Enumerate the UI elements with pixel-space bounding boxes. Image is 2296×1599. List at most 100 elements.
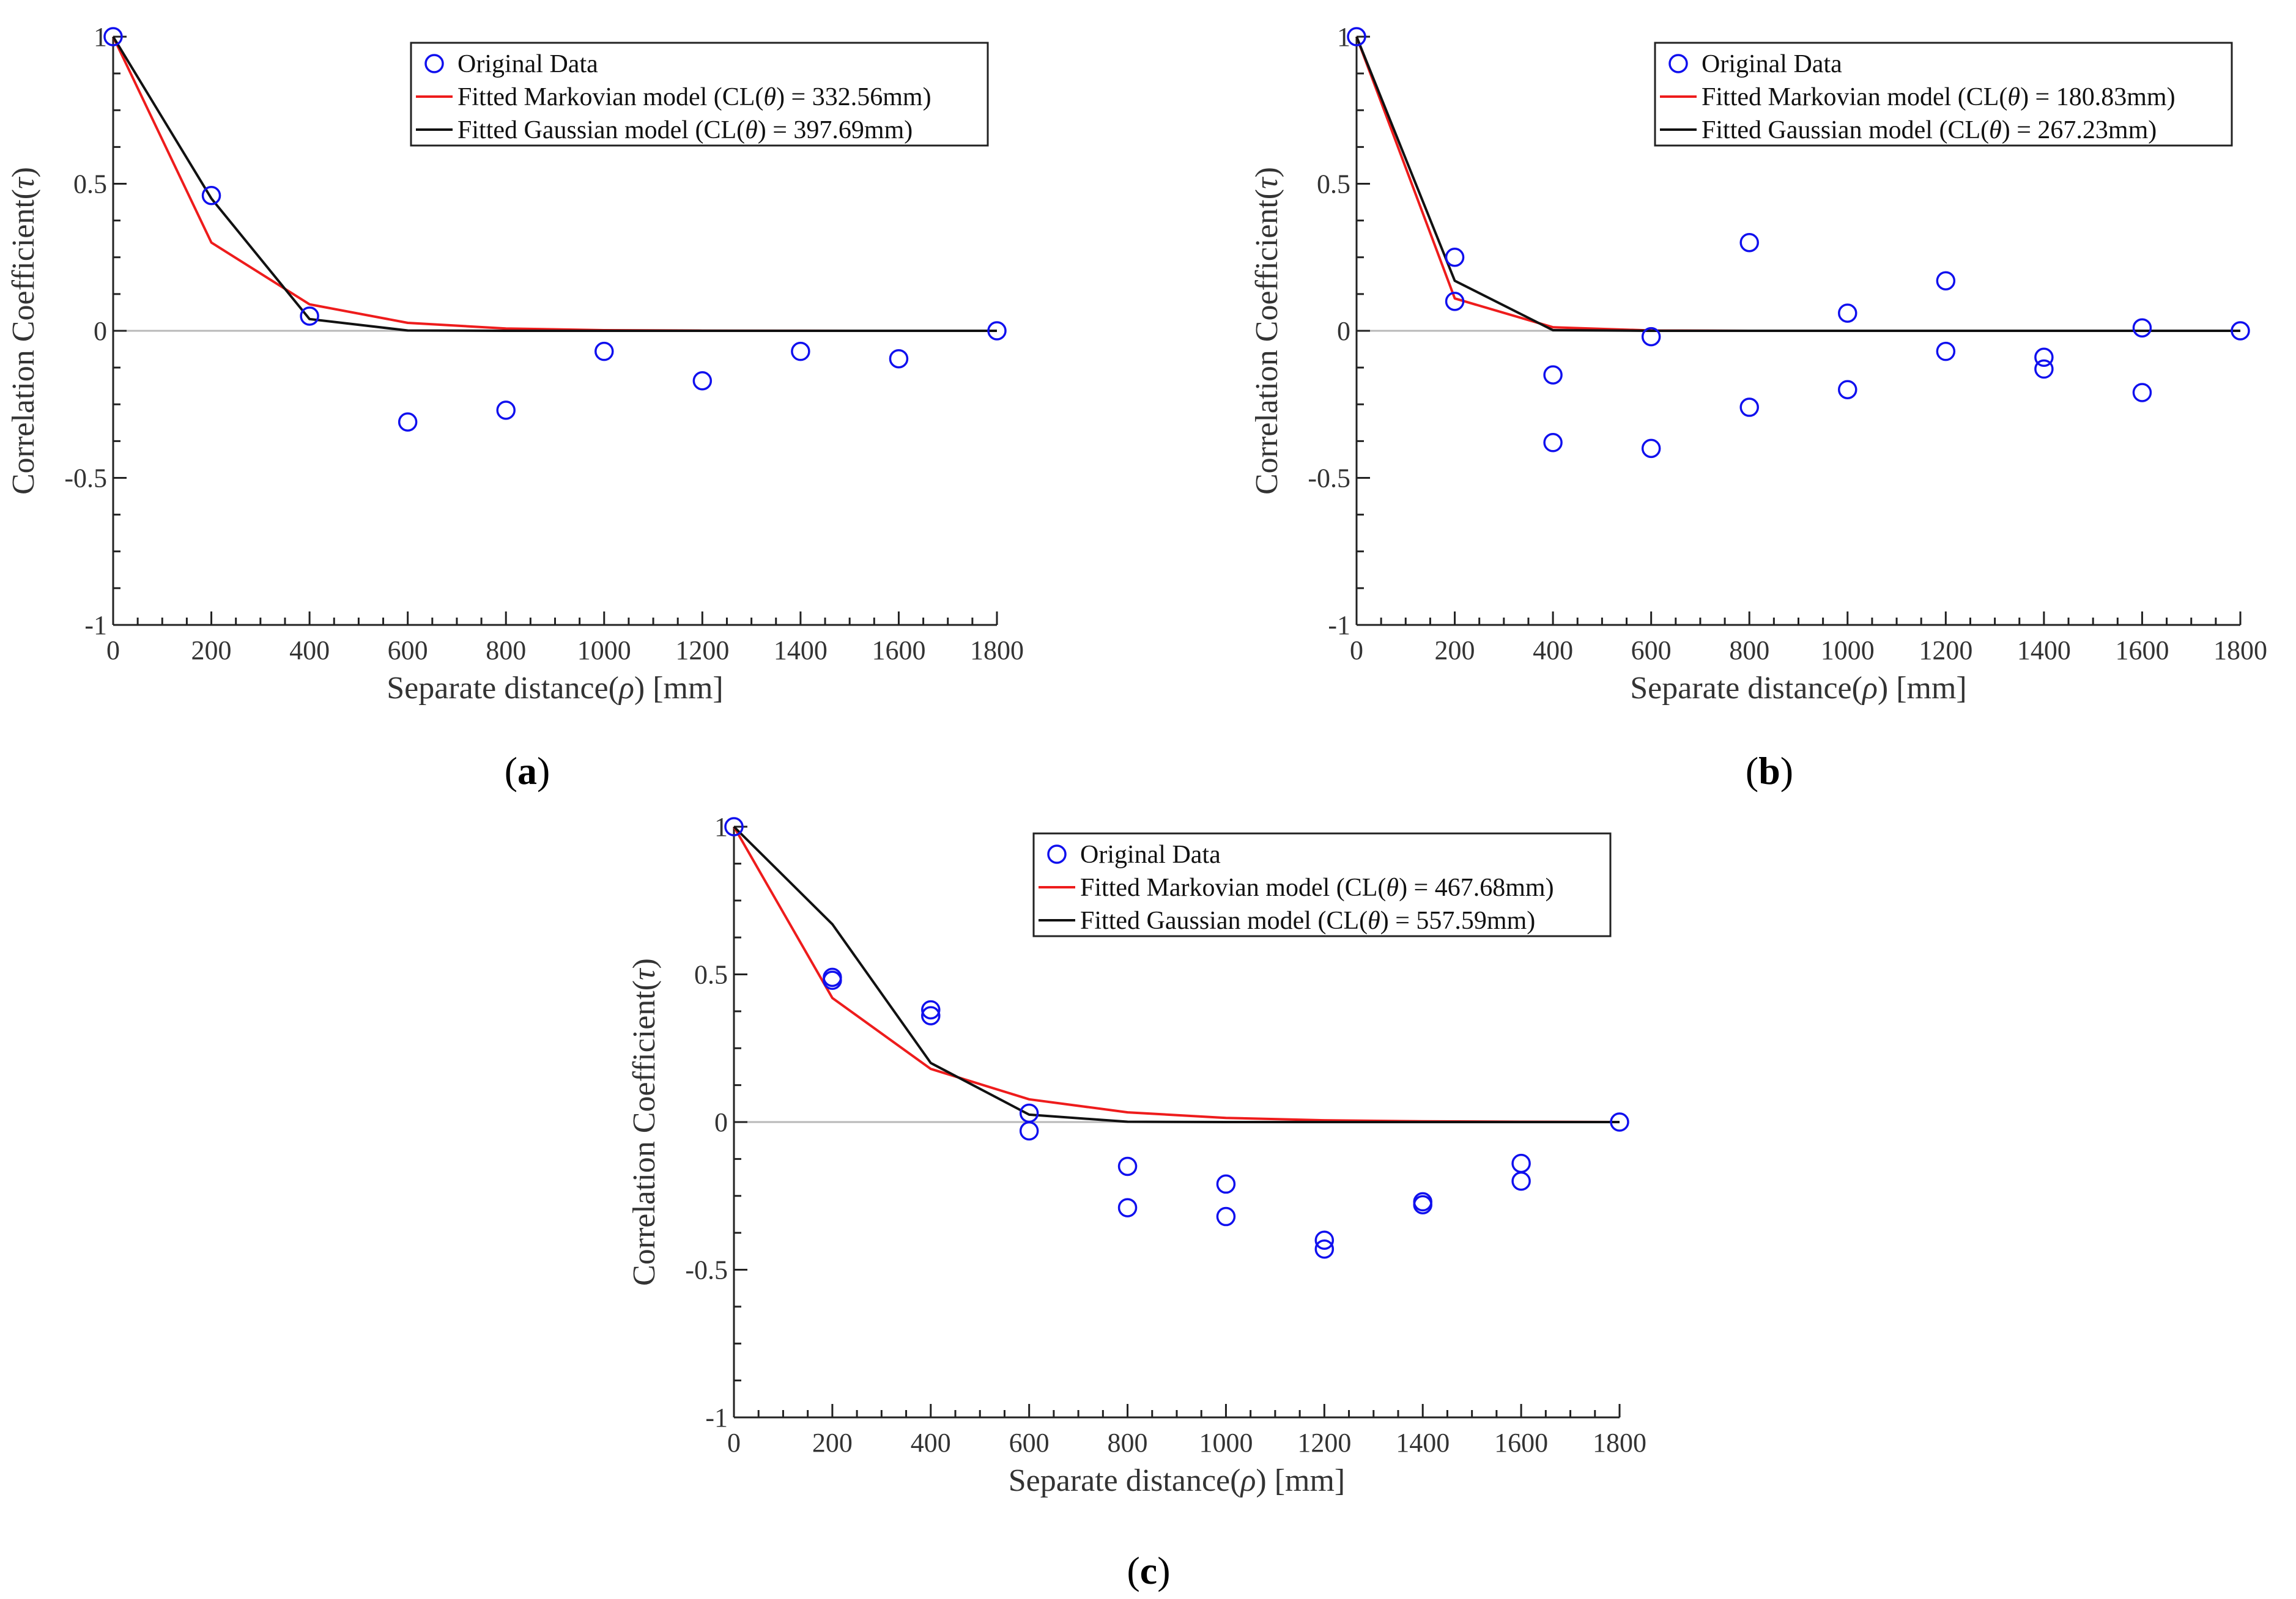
panel-label-open: ( — [1127, 1549, 1139, 1592]
data-point — [1739, 232, 1759, 253]
x-tick-label: 1000 — [1821, 635, 1875, 665]
data-point — [398, 412, 418, 432]
y-tick-label: 1 — [94, 22, 107, 52]
data-point — [1511, 1153, 1531, 1173]
data-point — [201, 185, 221, 205]
chart-panel-a: 0 200 400 600 800 1000 1200 1400 1600 1800 -1 -0.5 0… — [6, 22, 1024, 792]
data-point — [2034, 347, 2054, 367]
legend: Original Data Fitted Markovian model (CL(… — [410, 42, 989, 147]
series-line-2 — [1355, 36, 2240, 332]
x-tick-label: 1800 — [1593, 1428, 1646, 1458]
data-point — [2034, 359, 2054, 379]
data-point — [1838, 303, 1857, 323]
legend-box — [410, 42, 989, 147]
legend-entry: Fitted Markovian model (CL(θ) = 332.56mm… — [457, 83, 931, 111]
panel-label-close: ) — [537, 749, 550, 792]
x-tick-label: 200 — [812, 1428, 853, 1458]
y-axis-label: Correlation Coefficient(τ) — [6, 167, 41, 495]
x-tick-label: 200 — [191, 635, 232, 665]
data-point — [1936, 341, 1956, 361]
panel-label: (b) — [1746, 749, 1793, 792]
y-tick-label: 0.5 — [694, 960, 728, 990]
data-point — [1641, 438, 1661, 459]
x-tick-label: 1600 — [1494, 1428, 1548, 1458]
x-tick-label: 1200 — [675, 635, 729, 665]
data-point — [1314, 1230, 1335, 1250]
legend-entry: Original Data — [457, 50, 598, 78]
data-point — [300, 306, 319, 326]
x-tick-label: 1200 — [1919, 635, 1972, 665]
panel-label-open: ( — [1746, 749, 1758, 792]
x-tick-label: 400 — [289, 635, 330, 665]
x-tick-label: 1400 — [2017, 635, 2071, 665]
data-point — [1511, 1171, 1531, 1191]
y-tick-label: -1 — [1328, 610, 1350, 640]
x-tick-label: 0 — [727, 1428, 741, 1458]
data-point — [1314, 1239, 1335, 1259]
x-tick-label: 1200 — [1297, 1428, 1351, 1458]
chart-panel-c: 0 200 400 600 800 1000 1200 1400 1600 1800 -1 -0.5 0… — [627, 812, 1646, 1592]
x-tick-label: 0 — [1350, 635, 1363, 665]
data-point — [921, 1000, 941, 1020]
y-tick-label: 0 — [94, 316, 107, 346]
panel-label-letter: a — [517, 749, 537, 792]
data-point — [103, 27, 123, 46]
data-point — [2132, 318, 2152, 338]
data-point — [987, 321, 1007, 341]
data-point — [1543, 433, 1563, 452]
x-tick-label: 200 — [1435, 635, 1475, 665]
data-point — [1936, 271, 1956, 290]
data-point — [1117, 1198, 1138, 1217]
y-tick-label: 1 — [1337, 22, 1350, 52]
y-tick-label: 0 — [714, 1107, 728, 1137]
x-tick-label: 800 — [1108, 1428, 1148, 1458]
y-tick-label: -1 — [705, 1403, 728, 1433]
data-point — [724, 817, 744, 836]
y-axis-label: Correlation Coefficient(τ) — [627, 958, 662, 1286]
x-tick-label: 400 — [911, 1428, 951, 1458]
data-point — [692, 371, 713, 391]
data-point — [2132, 383, 2152, 402]
x-axis-label: Separate distance(ρ) [mm] — [1009, 1463, 1346, 1498]
legend-marker — [1047, 844, 1067, 864]
legend: Original Data Fitted Markovian model (CL(… — [1654, 42, 2233, 147]
data-point — [1216, 1174, 1236, 1194]
data-point — [1216, 1206, 1236, 1227]
panel-label-letter: b — [1758, 749, 1780, 792]
x-tick-label: 600 — [1631, 635, 1672, 665]
series-line-2 — [733, 825, 1620, 1123]
data-point — [823, 970, 842, 990]
y-tick-label: -0.5 — [685, 1255, 728, 1285]
legend-box — [1032, 832, 1612, 937]
panel-label-open: ( — [505, 749, 517, 792]
y-tick-label: 0.5 — [1317, 169, 1350, 199]
panel-label-close: ) — [1157, 1549, 1170, 1592]
x-tick-label: 600 — [388, 635, 428, 665]
data-point — [1610, 1112, 1629, 1132]
chart-panel-b: 0 200 400 600 800 1000 1200 1400 1600 1800 -1 -0.5 0… — [1250, 22, 2267, 792]
x-tick-label: 1800 — [2213, 635, 2267, 665]
data-point — [1117, 1156, 1138, 1176]
x-tick-label: 800 — [486, 635, 526, 665]
data-point — [1445, 248, 1465, 267]
data-point — [1838, 380, 1857, 399]
panel-label-close: ) — [1780, 749, 1793, 792]
x-tick-label: 400 — [1533, 635, 1573, 665]
y-tick-label: -0.5 — [1308, 463, 1350, 493]
x-tick-label: 1800 — [970, 635, 1024, 665]
legend-entry: Fitted Markovian model (CL(θ) = 180.83mm… — [1702, 83, 2176, 111]
legend-box — [1654, 42, 2233, 147]
legend-entry: Original Data — [1702, 50, 1842, 78]
panel-label: (a) — [505, 749, 550, 792]
data-point — [921, 1006, 941, 1025]
data-point — [1445, 292, 1465, 311]
y-tick-label: -0.5 — [64, 463, 107, 493]
legend-entry: Fitted Gaussian model (CL(θ) = 397.69mm) — [457, 116, 913, 144]
panel-label: (c) — [1127, 1549, 1170, 1592]
data-point — [1641, 327, 1661, 347]
legend-entry: Fitted Gaussian model (CL(θ) = 557.59mm) — [1080, 907, 1535, 935]
y-tick-label: -1 — [84, 610, 107, 640]
x-tick-label: 1000 — [1199, 1428, 1253, 1458]
y-tick-label: 0 — [1337, 316, 1350, 346]
